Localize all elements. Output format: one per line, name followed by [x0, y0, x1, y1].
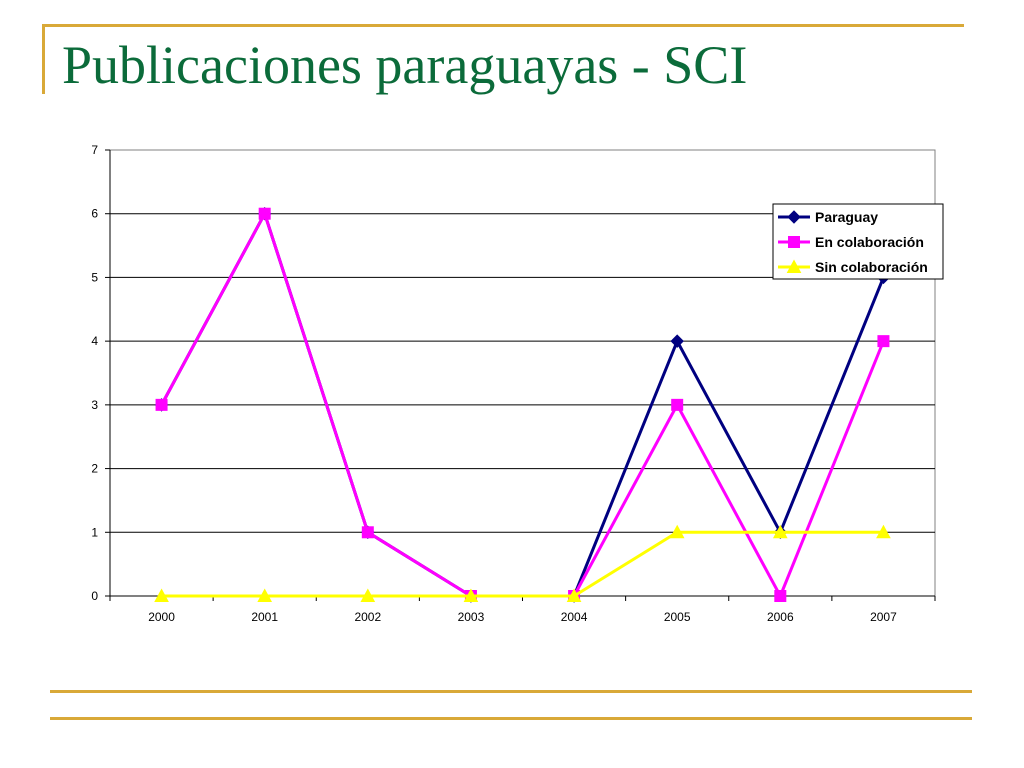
legend-marker	[788, 236, 800, 248]
legend: Paraguay En colaboración Sin colaboración	[772, 203, 944, 280]
data-point	[257, 588, 273, 602]
x-tick-label: 2002	[354, 610, 381, 624]
x-tick-label: 2001	[251, 610, 278, 624]
x-tick-label: 2004	[561, 610, 588, 624]
y-tick-label: 0	[91, 589, 98, 603]
x-tick-label: 2006	[767, 610, 794, 624]
data-point	[876, 524, 891, 539]
legend-label: Sin colaboración	[815, 259, 928, 275]
data-point	[361, 526, 374, 539]
y-tick-label: 4	[91, 334, 98, 348]
left-accent-rule	[42, 24, 45, 94]
x-tick-label: 2003	[458, 610, 485, 624]
y-tick-label: 1	[91, 525, 98, 539]
data-point	[154, 588, 169, 602]
data-point	[669, 524, 685, 539]
data-point	[566, 588, 582, 602]
series-layer	[154, 207, 891, 603]
y-tick-label: 3	[91, 398, 98, 412]
slide-title: Publicaciones paraguayas - SCI	[62, 35, 748, 95]
legend-marker	[787, 210, 801, 224]
x-tick-label: 2000	[148, 610, 175, 624]
series-2	[154, 524, 891, 602]
data-point	[774, 590, 787, 602]
x-tick-label: 2005	[664, 610, 691, 624]
legend-marker	[786, 259, 802, 273]
data-point	[772, 524, 788, 539]
y-tick-label: 5	[91, 270, 98, 284]
y-tick-label: 2	[91, 462, 98, 476]
data-point	[463, 588, 479, 602]
y-tick-label: 7	[91, 143, 98, 157]
legend-item: Paraguay	[778, 209, 878, 225]
bottom-accent-rule-2	[50, 717, 972, 720]
legend-item: Sin colaboración	[778, 259, 928, 275]
bottom-accent-rule	[50, 690, 972, 693]
legend-item: En colaboración	[778, 234, 924, 250]
data-point	[670, 334, 684, 348]
series-line	[161, 530, 884, 598]
data-point	[360, 588, 376, 602]
x-tick-label: 2007	[870, 610, 897, 624]
data-point	[155, 398, 168, 411]
top-accent-rule	[42, 24, 964, 27]
data-point	[258, 207, 271, 220]
data-point	[877, 335, 890, 348]
legend-label: Paraguay	[815, 209, 878, 225]
data-point	[671, 398, 684, 411]
legend-label: En colaboración	[815, 234, 924, 250]
y-tick-label: 6	[91, 207, 98, 221]
